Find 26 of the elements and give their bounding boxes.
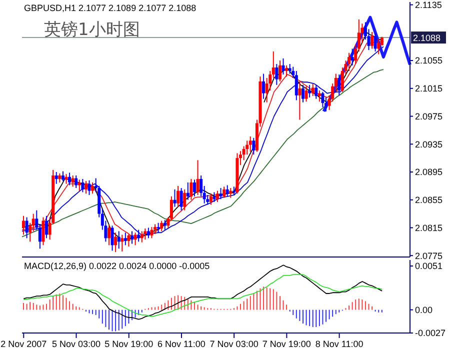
- y-tick-label: -0.0027: [415, 328, 446, 338]
- y-tick-label: 2.1015: [415, 84, 443, 94]
- x-tick-label: 7 Nov 03:00: [210, 339, 258, 349]
- y-tick-label: 0.0051: [415, 261, 443, 272]
- y-tick-label: 2.1135: [415, 0, 442, 10]
- x-tick-label: 6 Nov 11:00: [158, 339, 206, 349]
- chart-title: GBPUSD,H1 2.1077 2.1089 2.1077 2.1088: [24, 3, 196, 13]
- line-series: [23, 274, 382, 318]
- y-tick-label: 2.1055: [415, 56, 443, 66]
- line-series: [322, 16, 412, 113]
- y-tick-label: 2.0775: [415, 250, 443, 261]
- line-series: [23, 264, 382, 320]
- y-tick-label: 2.0935: [415, 139, 443, 150]
- y-tick-label: 2.0855: [415, 195, 443, 206]
- x-tick-label: 2 Nov 2007: [0, 339, 47, 349]
- x-tick-label: 5 Nov 19:00: [104, 339, 154, 349]
- text: 英镑1小时图: [44, 19, 140, 41]
- x-tick-label: 7 Nov 19:00: [262, 339, 311, 349]
- x-tick-label: 5 Nov 03:00: [52, 339, 101, 349]
- x-tick-label: 8 Nov 11:00: [315, 339, 364, 349]
- y-tick-label: 2.0895: [415, 167, 443, 178]
- y-tick-label: 2.0975: [415, 111, 443, 122]
- chart-title: MACD(12,26,9) 0.0022 0.0024 0.0000 -0.0005: [24, 261, 210, 271]
- y-tick-label: 2.0815: [415, 222, 443, 233]
- y-tick-label: 0.00: [415, 305, 433, 316]
- ref-line-label: 2.1088: [413, 33, 441, 44]
